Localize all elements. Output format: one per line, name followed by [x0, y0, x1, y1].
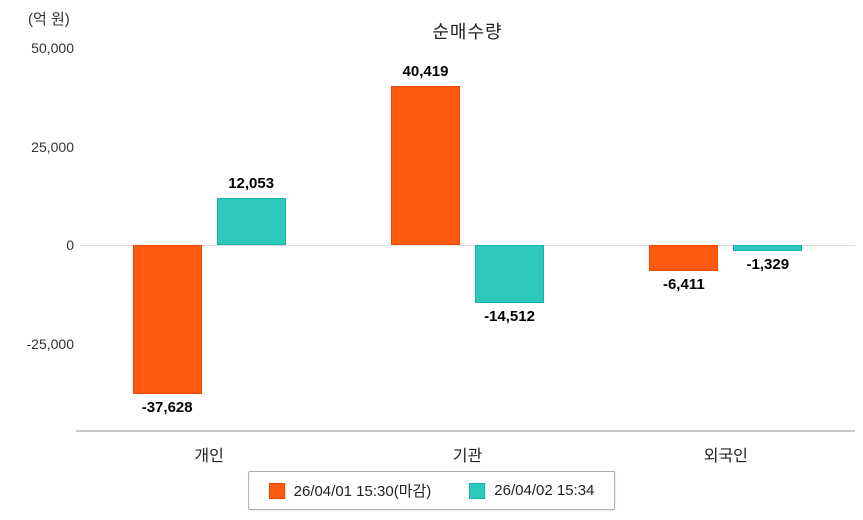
- y-axis-tick-label: 0: [66, 237, 74, 254]
- y-axis-tick-label: 50,000: [31, 40, 74, 56]
- zero-gridline: [80, 245, 855, 247]
- bar-value-label: -14,512: [484, 307, 535, 325]
- bar-series2-2[interactable]: [733, 245, 803, 251]
- y-axis-unit-label: (억 원): [28, 11, 70, 28]
- bar-series2-1[interactable]: [475, 245, 544, 303]
- x-axis-line: [76, 430, 855, 432]
- bar-series1-0[interactable]: [132, 245, 202, 394]
- bar-series1-2[interactable]: [649, 245, 719, 271]
- legend-label: 26/04/01 15:30(마감): [293, 483, 432, 500]
- legend-item-1[interactable]: 26/04/01 15:30(마감): [268, 480, 432, 501]
- plot-area: [80, 48, 855, 431]
- x-axis-label-2: 외국인: [703, 448, 748, 465]
- legend-swatch-icon: [268, 482, 285, 499]
- legend: 26/04/01 15:30(마감) 26/04/02 15:34: [247, 471, 616, 510]
- bar-value-label: 40,419: [402, 62, 449, 80]
- bar-series2-0[interactable]: [216, 197, 286, 246]
- legend-item-2[interactable]: 26/04/02 15:34: [469, 482, 594, 499]
- x-axis-label-0: 개인: [194, 448, 224, 465]
- x-axis-label-1: 기관: [452, 448, 483, 465]
- bar-value-label: -1,329: [746, 255, 790, 273]
- y-axis-tick-label: 25,000: [31, 138, 74, 155]
- y-axis-tick-label: -25,000: [26, 336, 74, 353]
- bar-value-label: -6,411: [662, 275, 705, 293]
- bar-value-label: 12,053: [228, 174, 275, 192]
- legend-label: 26/04/02 15:34: [494, 482, 595, 499]
- chart-title: 순매수량: [432, 22, 503, 42]
- bar-value-label: -37,628: [141, 398, 193, 416]
- legend-swatch-icon: [469, 482, 486, 499]
- bar-series1-1[interactable]: [391, 85, 460, 246]
